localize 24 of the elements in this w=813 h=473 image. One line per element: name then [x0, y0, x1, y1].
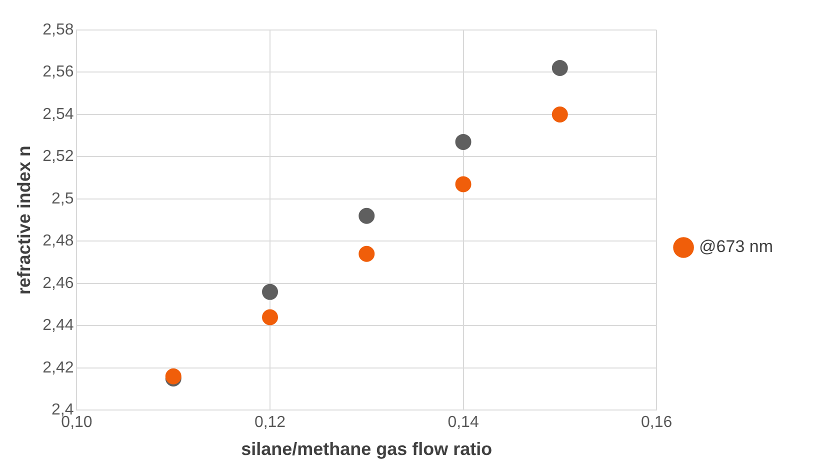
point: [358, 208, 375, 224]
legend-label: @673 nm: [699, 237, 774, 256]
y-tick-label: 2,42: [42, 359, 74, 376]
point: [455, 134, 472, 150]
y-tick-label: 2,52: [42, 148, 74, 166]
y-tick-label: 2,44: [42, 317, 74, 334]
point: [262, 284, 278, 300]
x-tick-label: 0,16: [640, 414, 672, 432]
y-tick-label: 2,54: [42, 106, 74, 123]
x-tick-label: 0,12: [254, 414, 286, 432]
x-tick-label: 0,10: [61, 414, 92, 432]
y-tick-label: 2,58: [42, 21, 74, 38]
point: [358, 246, 375, 262]
point: [262, 309, 278, 326]
y-axis-title: refractive index n: [14, 146, 34, 295]
y-tick-label: 2,56: [42, 64, 74, 81]
y-tick-label: 2,5: [51, 190, 74, 208]
y-tick-label: 2,46: [42, 274, 74, 292]
x-axis-title: silane/methane gas flow ratio: [241, 439, 492, 460]
point: [552, 106, 568, 122]
x-tick-label: 0,14: [448, 414, 479, 432]
y-tick-label: 2,48: [42, 232, 74, 250]
point: [455, 176, 472, 192]
point: [552, 60, 568, 76]
